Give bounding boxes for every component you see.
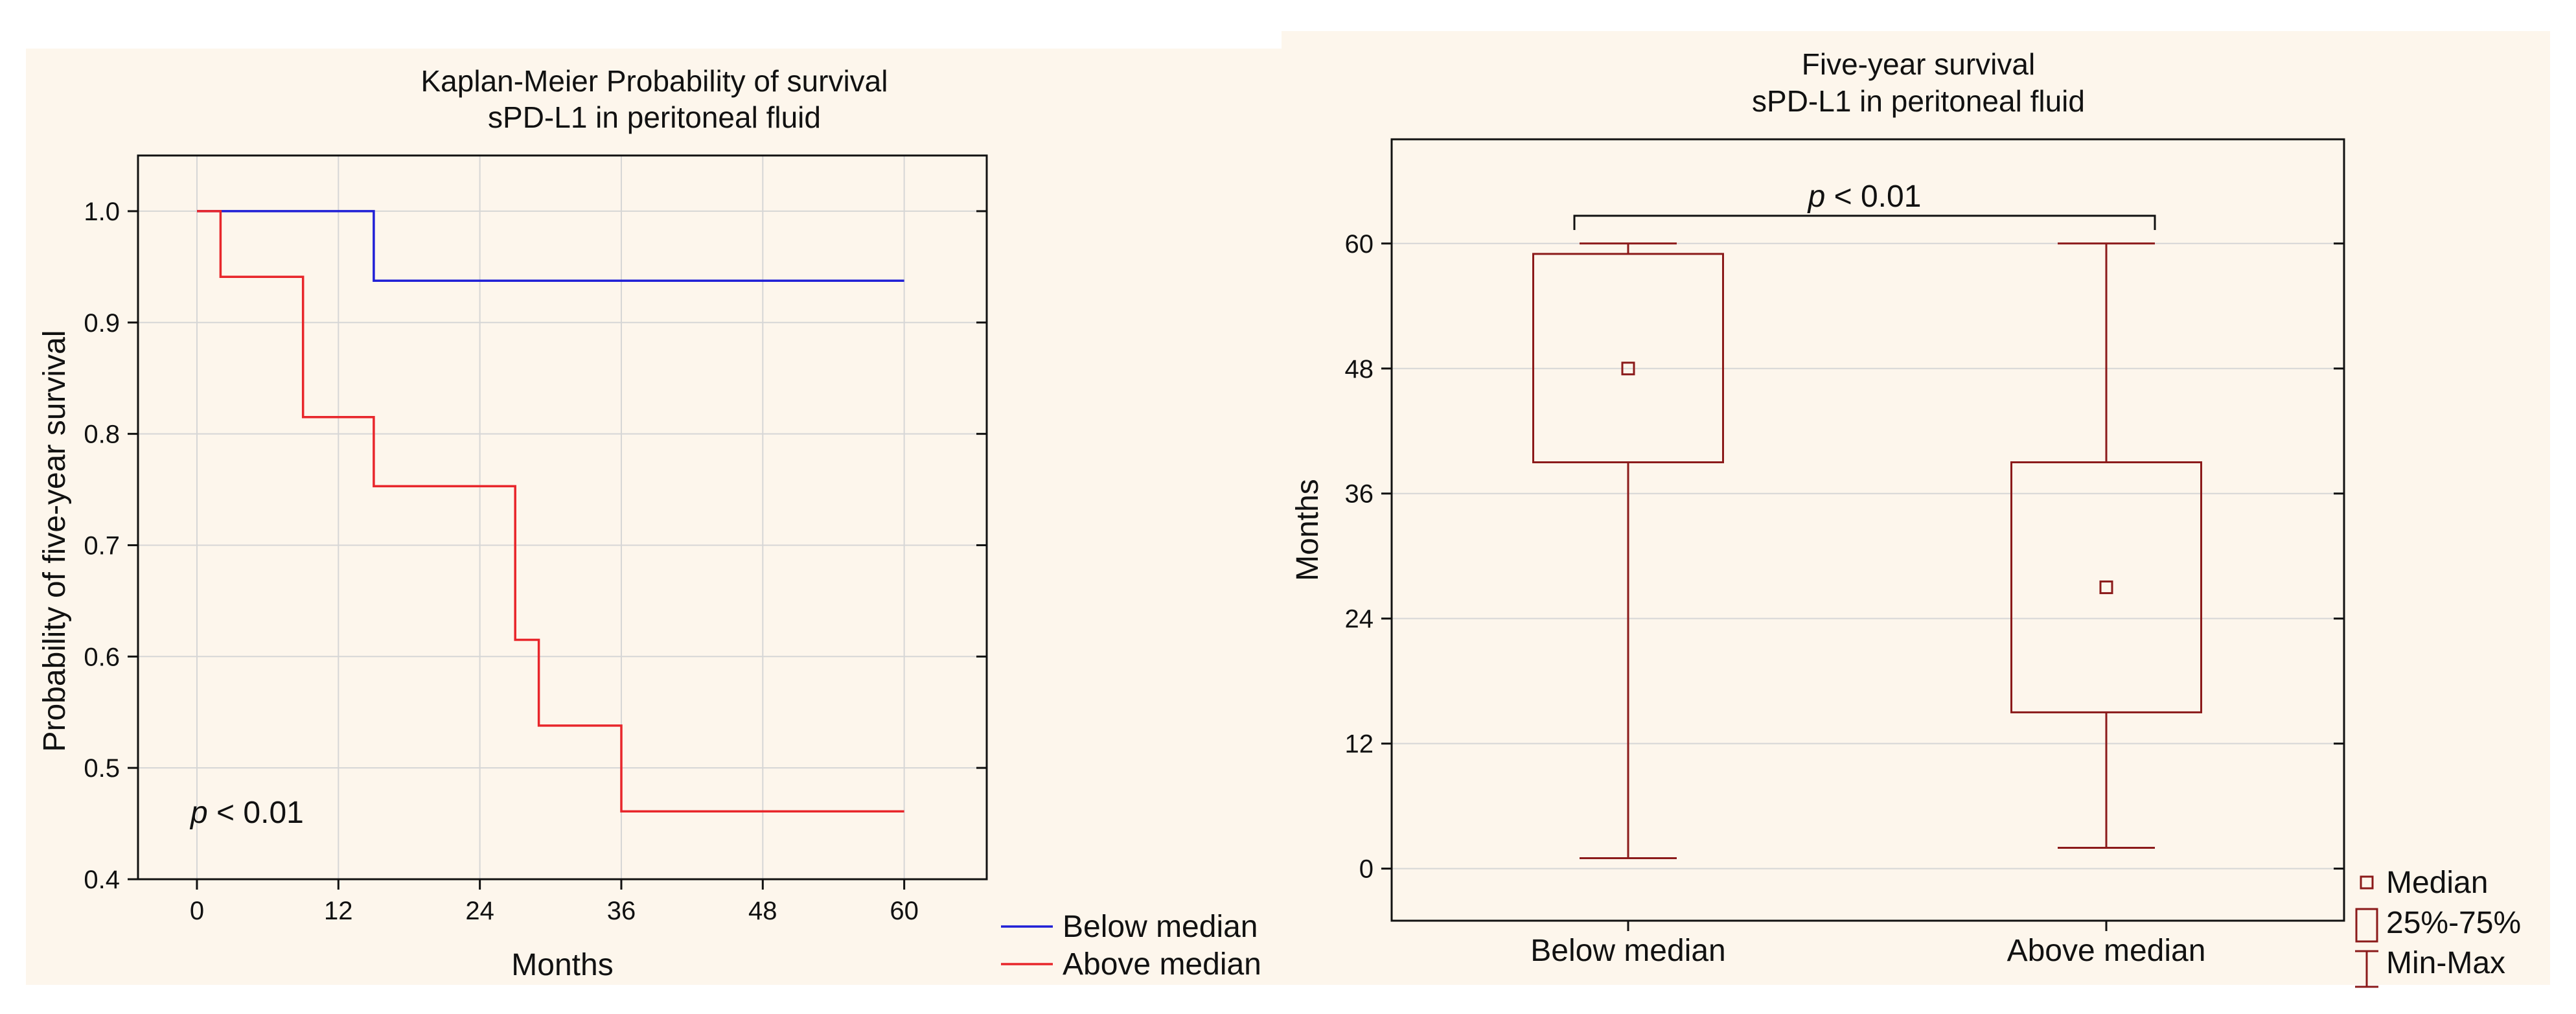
box-subtitle: sPD-L1 in peritoneal fluid bbox=[1752, 84, 2085, 118]
km-legend-label: Below median bbox=[1063, 910, 1258, 944]
km-xlabel: Months bbox=[511, 948, 613, 982]
box-significance-text: < 0.01 bbox=[1825, 179, 1921, 214]
km-xtick-label: 60 bbox=[890, 897, 919, 925]
km-x-axis: 0 12 24 36 48 60 bbox=[190, 879, 919, 925]
box-chart: Five-year survival sPD-L1 in peritoneal … bbox=[1291, 47, 2521, 988]
km-y-axis: 0.4 0.5 0.6 0.7 0.8 0.9 1.0 bbox=[84, 198, 987, 894]
box-marks bbox=[1532, 242, 2202, 860]
km-xtick-label: 0 bbox=[190, 897, 204, 925]
km-pvalue-p: p bbox=[189, 796, 208, 830]
km-subtitle: sPD-L1 in peritoneal fluid bbox=[488, 100, 821, 134]
km-ylabel: Probability of five-year survival bbox=[38, 330, 72, 752]
box-significance-bracket bbox=[1573, 214, 2156, 230]
box-legend: Median 25%-75% Min-Max bbox=[2355, 866, 2521, 988]
km-pvalue-text: < 0.01 bbox=[208, 796, 304, 830]
km-ytick-label: 0.6 bbox=[84, 643, 120, 671]
km-title: Kaplan-Meier Probability of survival bbox=[421, 64, 888, 98]
km-ytick-label: 0.5 bbox=[84, 754, 120, 783]
box-title: Five-year survival bbox=[1802, 47, 2035, 81]
box-y-axis: 0 12 24 36 48 60 bbox=[1345, 230, 2344, 884]
km-series-group bbox=[197, 210, 904, 812]
km-series-line-below-median bbox=[197, 210, 904, 282]
km-chart: Kaplan-Meier Probability of survival sPD… bbox=[38, 64, 1261, 982]
km-grid bbox=[138, 156, 987, 880]
km-ytick-label: 0.4 bbox=[84, 866, 120, 894]
box-ytick-label: 36 bbox=[1345, 480, 1374, 509]
box-legend-median-swatch bbox=[2360, 875, 2374, 890]
km-legend-label: Above median bbox=[1063, 947, 1261, 982]
box-legend-iqr-swatch bbox=[2355, 908, 2378, 943]
box-ytick-label: 0 bbox=[1359, 855, 1374, 884]
km-ytick-label: 0.8 bbox=[84, 421, 120, 449]
box-panel: Five-year survival sPD-L1 in peritoneal … bbox=[1282, 31, 2550, 988]
km-ytick-label: 0.9 bbox=[84, 309, 120, 338]
km-ytick-label: 1.0 bbox=[84, 198, 120, 226]
box-ytick-label: 12 bbox=[1345, 730, 1374, 759]
box-grid bbox=[1392, 242, 2344, 870]
box-ytick-label: 24 bbox=[1345, 605, 1374, 634]
km-series-line-above-median bbox=[197, 210, 904, 812]
km-panel: Kaplan-Meier Probability of survival sPD… bbox=[26, 49, 1282, 985]
box-median-above-median bbox=[2099, 580, 2113, 594]
km-xtick-label: 36 bbox=[607, 897, 636, 925]
km-ytick-label: 0.7 bbox=[84, 531, 120, 560]
box-iqr-below-median bbox=[1532, 253, 1724, 463]
box-significance: p < 0.01 bbox=[1573, 179, 2156, 230]
box-legend-label: Median bbox=[2386, 866, 2488, 900]
km-plot-frame bbox=[137, 154, 988, 881]
box-iqr-above-median bbox=[2010, 461, 2202, 713]
box-significance-label: p < 0.01 bbox=[1807, 179, 1922, 214]
km-xtick-label: 48 bbox=[748, 897, 777, 925]
box-ytick-label: 48 bbox=[1345, 355, 1374, 384]
box-x-axis: Below median Above median bbox=[1530, 921, 2205, 968]
km-pvalue: p < 0.01 bbox=[189, 796, 304, 830]
km-xtick-label: 12 bbox=[324, 897, 353, 925]
box-plot-frame bbox=[1390, 138, 2345, 922]
box-legend-label: 25%-75% bbox=[2386, 906, 2521, 940]
box-legend-label: Min-Max bbox=[2386, 946, 2505, 980]
box-ytick-label: 60 bbox=[1345, 230, 1374, 259]
km-xtick-label: 24 bbox=[465, 897, 494, 925]
box-xtick-label: Above median bbox=[2007, 934, 2206, 968]
box-ylabel: Months bbox=[1291, 479, 1325, 581]
box-xtick-label: Below median bbox=[1530, 934, 1726, 968]
box-median-below-median bbox=[1621, 362, 1635, 376]
box-significance-p: p bbox=[1807, 179, 1826, 214]
